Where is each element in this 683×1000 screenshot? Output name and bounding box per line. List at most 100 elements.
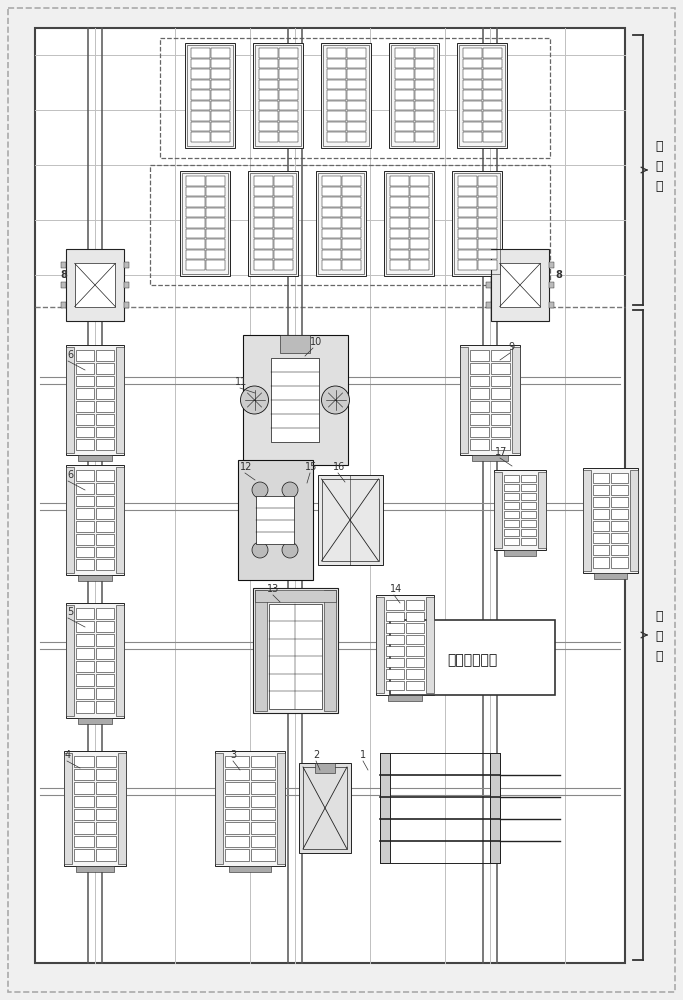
- Bar: [271, 358, 319, 442]
- Bar: [521, 529, 536, 536]
- Bar: [406, 658, 424, 667]
- Bar: [96, 534, 114, 544]
- Bar: [346, 80, 365, 89]
- Text: 12: 12: [240, 462, 253, 472]
- Bar: [76, 426, 94, 437]
- Bar: [452, 170, 502, 275]
- Bar: [273, 187, 292, 196]
- Bar: [592, 557, 609, 568]
- Bar: [74, 782, 94, 794]
- Bar: [206, 250, 225, 259]
- Bar: [389, 260, 408, 270]
- Bar: [253, 260, 273, 270]
- Bar: [251, 756, 275, 767]
- Bar: [342, 229, 361, 238]
- Text: 标: 标: [655, 160, 663, 173]
- Bar: [66, 602, 124, 718]
- Bar: [210, 132, 229, 142]
- Bar: [96, 756, 116, 767]
- Bar: [458, 208, 477, 217]
- Bar: [280, 335, 310, 353]
- Text: 8: 8: [555, 270, 562, 280]
- Bar: [253, 587, 337, 712]
- Bar: [206, 239, 225, 249]
- Bar: [61, 282, 66, 288]
- Bar: [410, 250, 428, 259]
- Bar: [491, 249, 549, 321]
- Bar: [592, 533, 609, 543]
- Bar: [504, 511, 519, 518]
- Bar: [549, 302, 554, 308]
- Bar: [387, 695, 422, 701]
- Bar: [504, 520, 519, 527]
- Bar: [470, 401, 489, 412]
- Bar: [96, 495, 114, 506]
- Bar: [346, 59, 365, 68]
- Bar: [279, 69, 298, 79]
- Bar: [491, 388, 510, 399]
- Bar: [583, 468, 637, 572]
- Bar: [462, 48, 482, 58]
- Bar: [96, 607, 114, 619]
- Bar: [459, 44, 505, 145]
- Bar: [410, 197, 428, 207]
- Bar: [458, 176, 477, 186]
- Bar: [611, 509, 628, 519]
- Bar: [482, 101, 501, 110]
- Bar: [342, 176, 361, 186]
- Bar: [118, 752, 126, 863]
- Bar: [482, 48, 501, 58]
- Bar: [251, 782, 275, 794]
- Bar: [64, 752, 72, 863]
- Bar: [477, 239, 497, 249]
- Bar: [395, 59, 413, 68]
- Bar: [486, 302, 491, 308]
- Text: 业: 业: [655, 630, 663, 643]
- Bar: [477, 250, 497, 259]
- Circle shape: [322, 386, 350, 414]
- Bar: [96, 521, 114, 532]
- Bar: [406, 669, 424, 678]
- Text: 8: 8: [60, 270, 67, 280]
- Bar: [395, 90, 413, 100]
- Bar: [395, 80, 413, 89]
- Circle shape: [282, 482, 298, 498]
- Bar: [326, 48, 346, 58]
- Bar: [61, 302, 66, 308]
- Bar: [253, 239, 273, 249]
- Bar: [225, 756, 249, 767]
- Bar: [96, 796, 116, 807]
- Bar: [470, 375, 489, 386]
- Bar: [415, 69, 434, 79]
- Bar: [395, 132, 413, 142]
- Bar: [342, 208, 361, 217]
- Bar: [186, 229, 204, 238]
- Text: 区: 区: [655, 650, 663, 663]
- Bar: [410, 218, 428, 228]
- Bar: [206, 187, 225, 196]
- Bar: [521, 511, 536, 518]
- Bar: [470, 350, 489, 361]
- Text: 区: 区: [655, 180, 663, 193]
- Text: 6: 6: [67, 470, 73, 480]
- Bar: [210, 80, 229, 89]
- Circle shape: [252, 542, 268, 558]
- Bar: [74, 836, 94, 847]
- Bar: [210, 101, 229, 110]
- Bar: [410, 208, 428, 217]
- Bar: [258, 59, 277, 68]
- Bar: [592, 497, 609, 507]
- Bar: [273, 260, 292, 270]
- Bar: [477, 218, 497, 228]
- Bar: [386, 669, 404, 678]
- Bar: [415, 48, 434, 58]
- Bar: [410, 176, 428, 186]
- Bar: [376, 595, 434, 695]
- Bar: [486, 282, 491, 288]
- Bar: [206, 197, 225, 207]
- Bar: [460, 345, 520, 455]
- Bar: [186, 197, 204, 207]
- Bar: [191, 90, 210, 100]
- Bar: [116, 347, 124, 453]
- Bar: [491, 350, 510, 361]
